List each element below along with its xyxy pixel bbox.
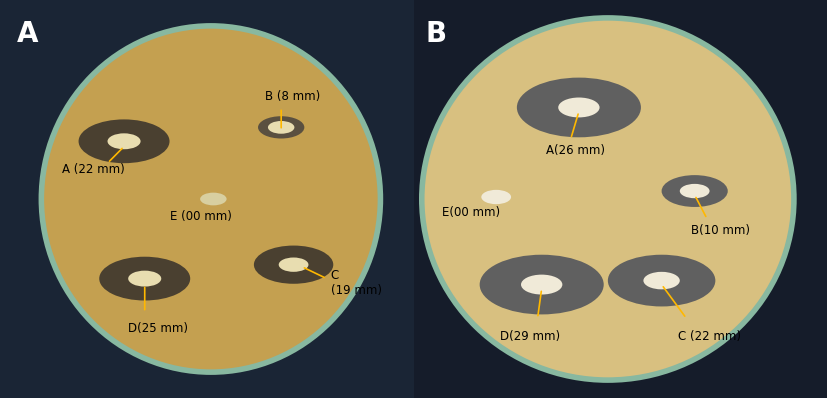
Text: C
(19 mm): C (19 mm): [331, 269, 382, 297]
Ellipse shape: [643, 272, 680, 289]
Ellipse shape: [279, 258, 308, 272]
Ellipse shape: [480, 255, 604, 314]
Text: C (22 mm): C (22 mm): [678, 330, 741, 343]
Ellipse shape: [680, 184, 710, 198]
Text: B(10 mm): B(10 mm): [691, 224, 749, 237]
Ellipse shape: [108, 133, 141, 149]
Ellipse shape: [558, 98, 600, 117]
Ellipse shape: [128, 271, 161, 287]
Ellipse shape: [41, 26, 380, 372]
Text: A: A: [17, 20, 38, 48]
Ellipse shape: [79, 119, 170, 163]
Ellipse shape: [481, 190, 511, 204]
Ellipse shape: [517, 78, 641, 137]
Ellipse shape: [662, 175, 728, 207]
Ellipse shape: [258, 116, 304, 139]
Text: B: B: [426, 20, 447, 48]
Ellipse shape: [99, 257, 190, 300]
Bar: [0, 0, 414, 398]
Text: D(29 mm): D(29 mm): [500, 330, 561, 343]
Text: E(00 mm): E(00 mm): [442, 207, 500, 219]
Text: D(25 mm): D(25 mm): [128, 322, 189, 335]
Text: A(26 mm): A(26 mm): [546, 144, 605, 157]
Ellipse shape: [200, 193, 227, 205]
Bar: [414, 0, 827, 398]
Text: A (22 mm): A (22 mm): [62, 163, 125, 176]
Ellipse shape: [608, 255, 715, 306]
Ellipse shape: [521, 275, 562, 295]
Text: B (8 mm): B (8 mm): [265, 90, 320, 103]
Text: E (00 mm): E (00 mm): [170, 211, 232, 223]
Ellipse shape: [422, 18, 794, 380]
Ellipse shape: [254, 246, 333, 284]
Ellipse shape: [268, 121, 294, 134]
